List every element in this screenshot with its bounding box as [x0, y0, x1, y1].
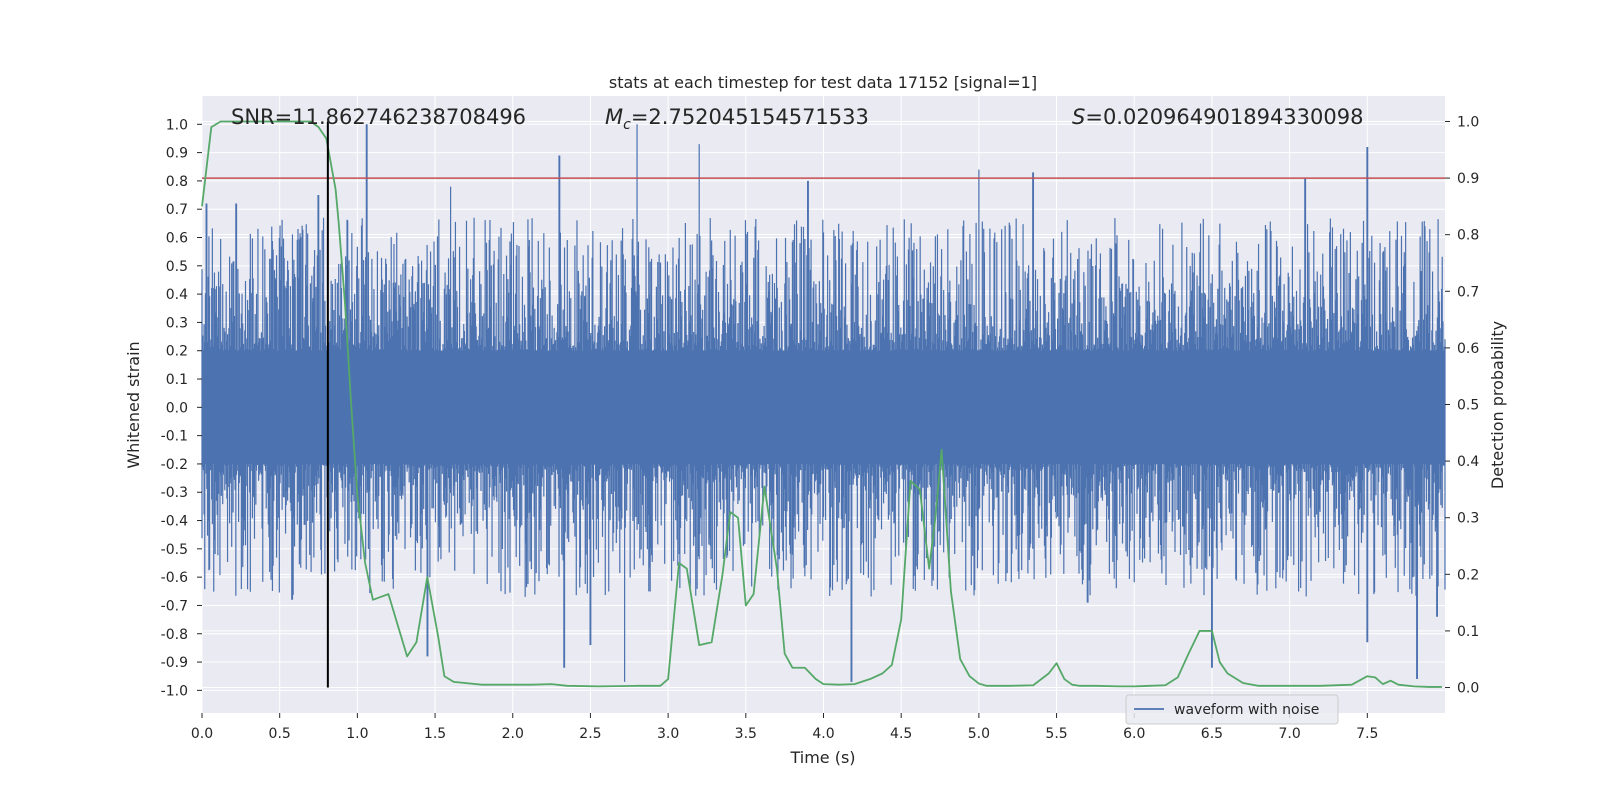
y-tick-label: 0.9 [166, 146, 188, 162]
y-tick-label: 0.2 [166, 344, 188, 360]
chirp-mass-annotation: Mc=2.752045154571533 [605, 105, 869, 133]
y2-tick-label: 0.8 [1457, 228, 1479, 244]
y-tick-label: 0.7 [166, 202, 188, 218]
x-tick-label: 1.5 [424, 726, 446, 742]
y2-tick-label: 0.6 [1457, 341, 1479, 357]
legend: waveform with noise [1125, 694, 1339, 725]
x-tick-label: 2.5 [579, 726, 601, 742]
s-value: =0.020964901894330098 [1085, 105, 1363, 129]
x-tick-label: 6.5 [1201, 726, 1223, 742]
chirp-mass-subscript: c [623, 117, 631, 133]
s-symbol: S [1072, 105, 1085, 129]
y-tick-label: -0.8 [161, 627, 188, 643]
y-tick-label: -0.4 [161, 514, 188, 530]
y-tick-label: 0.1 [166, 372, 188, 388]
x-tick-label: 2.0 [502, 726, 524, 742]
x-tick-label: 5.0 [968, 726, 990, 742]
y2-tick-label: 0.9 [1457, 171, 1479, 187]
legend-box [1125, 694, 1339, 725]
y-tick-label: -0.1 [161, 429, 188, 445]
x-axis-label: Time (s) [789, 748, 855, 767]
y-tick-label: -0.3 [161, 485, 188, 501]
y-tick-label: 0.4 [166, 287, 188, 303]
x-tick-label: 7.0 [1278, 726, 1300, 742]
x-tick-label: 7.5 [1356, 726, 1378, 742]
y-tick-label: -0.2 [161, 457, 188, 473]
y2-tick-label: 0.3 [1457, 511, 1479, 527]
y-tick-label: 0.6 [166, 231, 188, 247]
plot-area [201, 120, 1446, 688]
x-tick-label: 0.5 [269, 726, 291, 742]
x-tick-label: 6.0 [1123, 726, 1145, 742]
y2-tick-label: 0.4 [1457, 454, 1479, 470]
y-tick-label: -1.0 [161, 683, 188, 699]
waveform-core-band [202, 350, 1445, 464]
y2-tick-label: 0.1 [1457, 624, 1479, 640]
y-tick-label: -0.9 [161, 655, 188, 671]
y-tick-label: 0.5 [166, 259, 188, 275]
y-tick-label: 1.0 [166, 117, 188, 133]
waveform-series [201, 124, 1446, 682]
chart-title: stats at each timestep for test data 171… [609, 73, 1037, 92]
s-annotation: S=0.020964901894330098 [1072, 105, 1363, 129]
y2-tick-label: 0.0 [1457, 681, 1479, 697]
x-tick-label: 4.5 [890, 726, 912, 742]
chirp-mass-symbol: M [605, 105, 623, 129]
x-tick-label: 4.0 [812, 726, 834, 742]
y2-tick-label: 0.2 [1457, 567, 1479, 583]
y-tick-label: 0.0 [166, 400, 188, 416]
y2-axis-ticks: 1.0 0.9 0.8 0.7 0.6 0.5 0.4 0.3 0.2 0.1 0.0 [1445, 114, 1479, 697]
detection-probability-series [201, 120, 1442, 688]
y-tick-label: -0.7 [161, 598, 188, 614]
y-tick-label: -0.5 [161, 542, 188, 558]
x-tick-label: 5.5 [1045, 726, 1067, 742]
y-axis-label: Whitened strain [124, 341, 143, 468]
y-tick-label: 0.3 [166, 315, 188, 331]
y2-tick-label: 0.5 [1457, 398, 1479, 414]
detection-probability-line [201, 120, 1442, 688]
y-tick-label: -0.6 [161, 570, 188, 586]
y-tick-label: 0.8 [166, 174, 188, 190]
snr-annotation: SNR=11.862746238708496 [231, 105, 526, 129]
chirp-mass-value: =2.752045154571533 [631, 105, 869, 129]
y2-tick-label: 1.0 [1457, 114, 1479, 130]
y2-axis-label: Detection probability [1488, 321, 1507, 489]
x-axis-ticks: 0.0 0.5 1.0 1.5 2.0 2.5 3.0 3.5 4.0 4.5 5.0 5.5 6.0 6… [191, 713, 1378, 742]
x-tick-label: 3.5 [735, 726, 757, 742]
legend-label: waveform with noise [1174, 702, 1319, 718]
y-axis-ticks: 1.0 0.9 0.8 0.7 0.6 0.5 0.4 0.3 0.2 0.1 0.0 -0.1 -0.… [161, 117, 202, 699]
x-tick-label: 0.0 [191, 726, 213, 742]
y2-tick-label: 0.7 [1457, 284, 1479, 300]
x-tick-label: 1.0 [346, 726, 368, 742]
x-tick-label: 3.0 [657, 726, 679, 742]
